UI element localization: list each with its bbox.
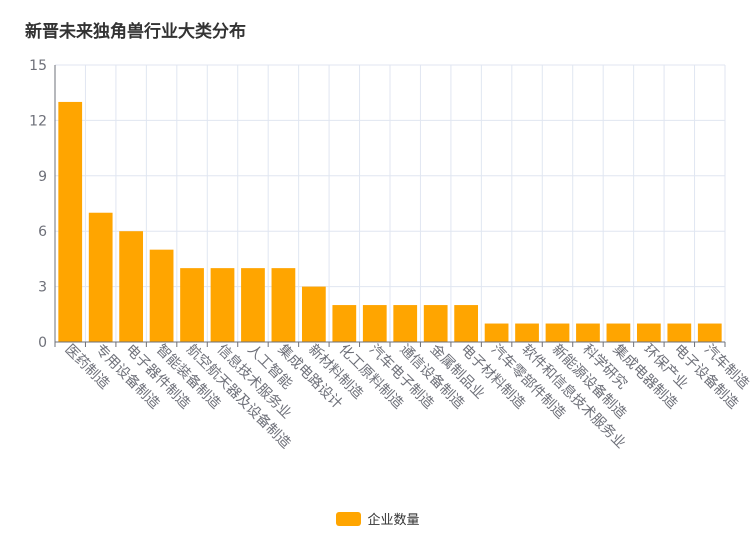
y-tick-label: 0 [38,335,47,351]
legend-swatch[interactable] [336,512,362,526]
y-tick-label: 3 [38,280,47,296]
bar[interactable] [576,323,600,342]
bar[interactable] [271,268,296,342]
y-tick-label: 12 [29,113,47,129]
bar[interactable] [484,323,509,342]
y-tick-label: 9 [38,169,47,185]
chart-title: 新晋未来独角兽行业大类分布 [25,22,246,42]
bar[interactable] [241,268,265,342]
bar[interactable] [119,231,144,342]
bar[interactable] [180,268,204,342]
bar[interactable] [545,323,570,342]
bar[interactable] [636,323,661,342]
bar[interactable] [393,305,418,342]
bar[interactable] [423,305,448,342]
bar[interactable] [362,305,387,342]
bar[interactable] [606,323,631,342]
legend[interactable]: 企业数量 [0,509,756,528]
axes [54,65,726,347]
bar[interactable] [58,101,83,342]
y-tick-label: 15 [29,58,47,74]
bar[interactable] [667,323,692,342]
bars [58,101,722,342]
bar[interactable] [149,249,174,342]
grid-lines [54,64,726,342]
bar[interactable] [301,286,326,342]
bar[interactable] [88,212,113,342]
bar[interactable] [515,323,539,342]
y-tick-label: 6 [38,224,47,240]
legend-label[interactable]: 企业数量 [367,513,420,528]
bar[interactable] [332,305,357,342]
bar[interactable] [697,323,722,342]
bar[interactable] [210,268,235,342]
bar[interactable] [454,305,479,342]
